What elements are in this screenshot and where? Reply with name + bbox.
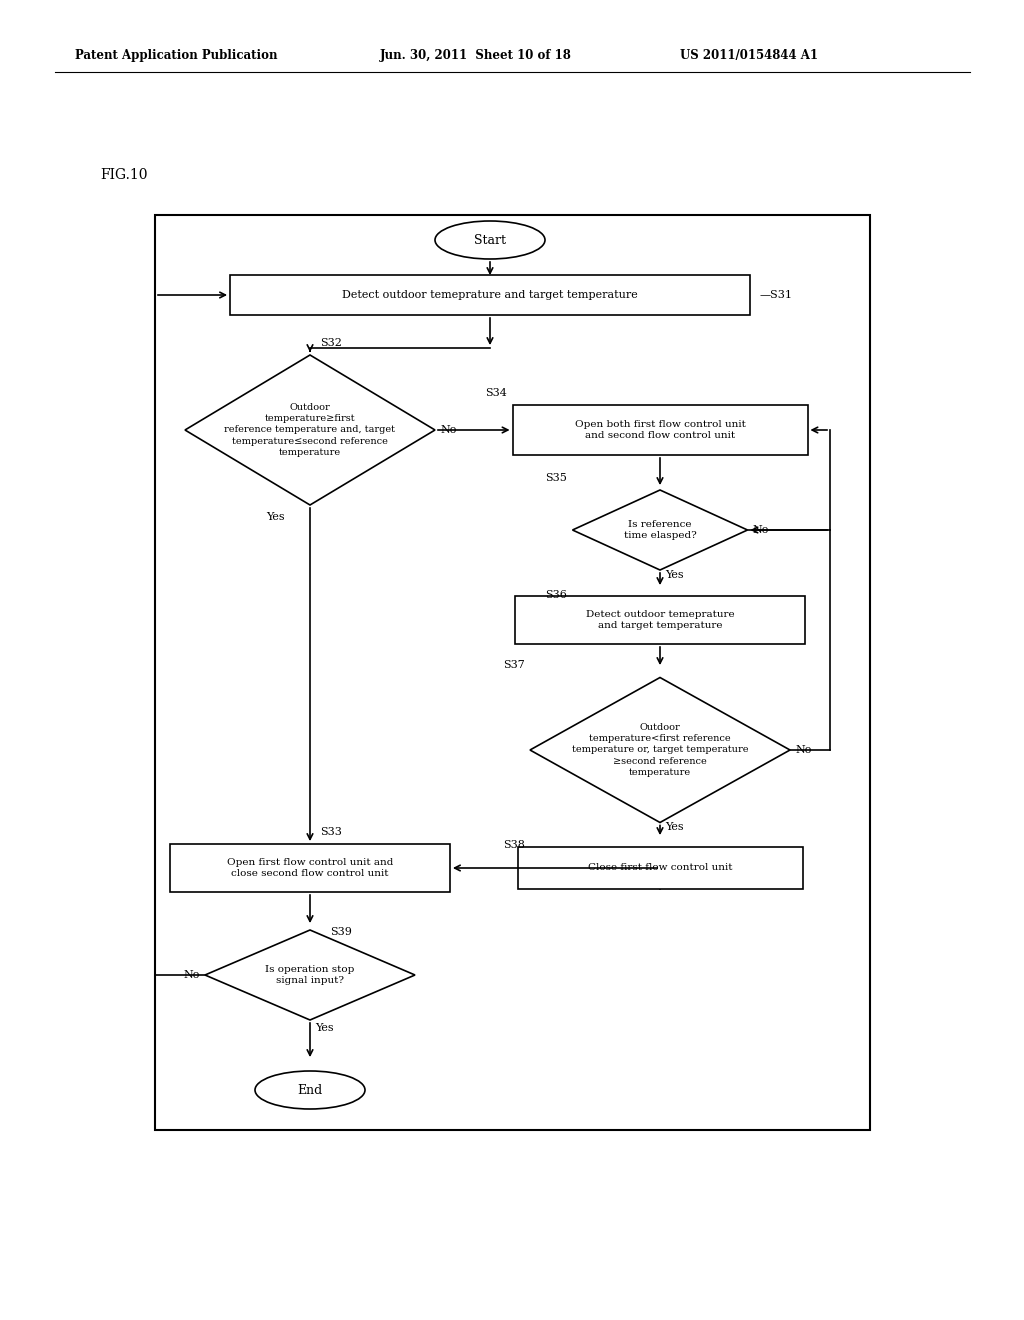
Text: Yes: Yes [665, 570, 684, 579]
Ellipse shape [255, 1071, 365, 1109]
Text: No: No [795, 744, 811, 755]
Ellipse shape [435, 220, 545, 259]
Text: Outdoor
temperature≥first
reference temperature and, target
temperature≤second r: Outdoor temperature≥first reference temp… [224, 404, 395, 457]
Text: Close first flow control unit: Close first flow control unit [588, 863, 732, 873]
Text: Yes: Yes [315, 1023, 334, 1034]
Text: S36: S36 [546, 590, 567, 601]
Text: US 2011/0154844 A1: US 2011/0154844 A1 [680, 49, 818, 62]
Text: S38: S38 [503, 840, 525, 850]
Bar [155, 215, 870, 1130]
Text: Detect outdoor temeprature
and target temperature: Detect outdoor temeprature and target te… [586, 610, 734, 630]
FancyBboxPatch shape [230, 275, 750, 315]
Text: Patent Application Publication: Patent Application Publication [75, 49, 278, 62]
FancyBboxPatch shape [170, 843, 450, 892]
Text: No: No [440, 425, 457, 436]
Polygon shape [185, 355, 435, 506]
Text: S32: S32 [319, 338, 342, 348]
Text: Yes: Yes [665, 822, 684, 833]
FancyBboxPatch shape [512, 405, 808, 455]
Text: S33: S33 [319, 828, 342, 837]
Text: —S31: —S31 [760, 290, 793, 300]
Text: Is operation stop
signal input?: Is operation stop signal input? [265, 965, 354, 985]
Text: Detect outdoor temeprature and target temperature: Detect outdoor temeprature and target te… [342, 290, 638, 300]
Text: Is reference
time elasped?: Is reference time elasped? [624, 520, 696, 540]
Polygon shape [205, 931, 415, 1020]
Text: S35: S35 [546, 473, 567, 483]
FancyBboxPatch shape [515, 597, 805, 644]
Text: S37: S37 [503, 660, 525, 671]
Text: No: No [753, 525, 769, 535]
Text: Open both first flow control unit
and second flow control unit: Open both first flow control unit and se… [574, 420, 745, 440]
Polygon shape [530, 677, 790, 822]
Text: FIG.10: FIG.10 [100, 168, 147, 182]
Polygon shape [572, 490, 748, 570]
Text: End: End [297, 1084, 323, 1097]
Text: S34: S34 [485, 388, 508, 399]
Text: Open first flow control unit and
close second flow control unit: Open first flow control unit and close s… [226, 858, 393, 878]
Text: Outdoor
temperature<first reference
temperature or, target temperature
≥second r: Outdoor temperature<first reference temp… [571, 723, 749, 776]
Text: S39: S39 [330, 927, 352, 937]
Text: No: No [183, 970, 200, 979]
Text: Start: Start [474, 234, 506, 247]
Text: Jun. 30, 2011  Sheet 10 of 18: Jun. 30, 2011 Sheet 10 of 18 [380, 49, 571, 62]
FancyBboxPatch shape [517, 847, 803, 888]
Text: Yes: Yes [265, 512, 285, 521]
